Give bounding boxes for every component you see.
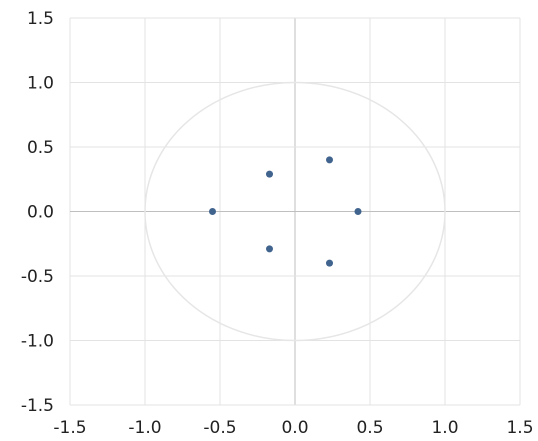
- x-tick-label: 1.5: [506, 418, 533, 438]
- y-tick-label: 0.0: [27, 203, 54, 223]
- y-tick-label: -0.5: [21, 267, 54, 287]
- x-axis-tick-labels: -1.5 -1.0 -0.5 0.0 0.5 1.0 1.5: [53, 418, 533, 438]
- data-points: [209, 156, 362, 267]
- data-point: [266, 245, 273, 253]
- data-point: [209, 208, 216, 215]
- unit-circle: [144, 81, 446, 342]
- gridlines: [69, 17, 521, 406]
- data-point: [326, 259, 333, 267]
- y-tick-label: 1.5: [27, 9, 54, 29]
- x-tick-label: 0.5: [356, 418, 383, 438]
- x-tick-label: -1.5: [53, 418, 86, 438]
- data-point: [354, 208, 362, 215]
- y-axis-tick-labels: 1.5 1.0 0.5 0.0 -0.5 -1.0 -1.5: [21, 9, 54, 416]
- y-tick-label: 1.0: [27, 74, 54, 94]
- data-point: [266, 170, 273, 178]
- y-tick-label: -1.0: [21, 332, 54, 352]
- x-tick-label: -1.0: [128, 418, 161, 438]
- y-tick-label: -1.5: [21, 396, 54, 416]
- y-tick-label: 0.5: [27, 138, 54, 158]
- x-tick-label: 1.0: [431, 418, 458, 438]
- reference-circle-layer: [144, 81, 446, 342]
- x-tick-label: -0.5: [203, 418, 236, 438]
- data-point: [326, 156, 333, 164]
- x-tick-label: 0.0: [281, 418, 308, 438]
